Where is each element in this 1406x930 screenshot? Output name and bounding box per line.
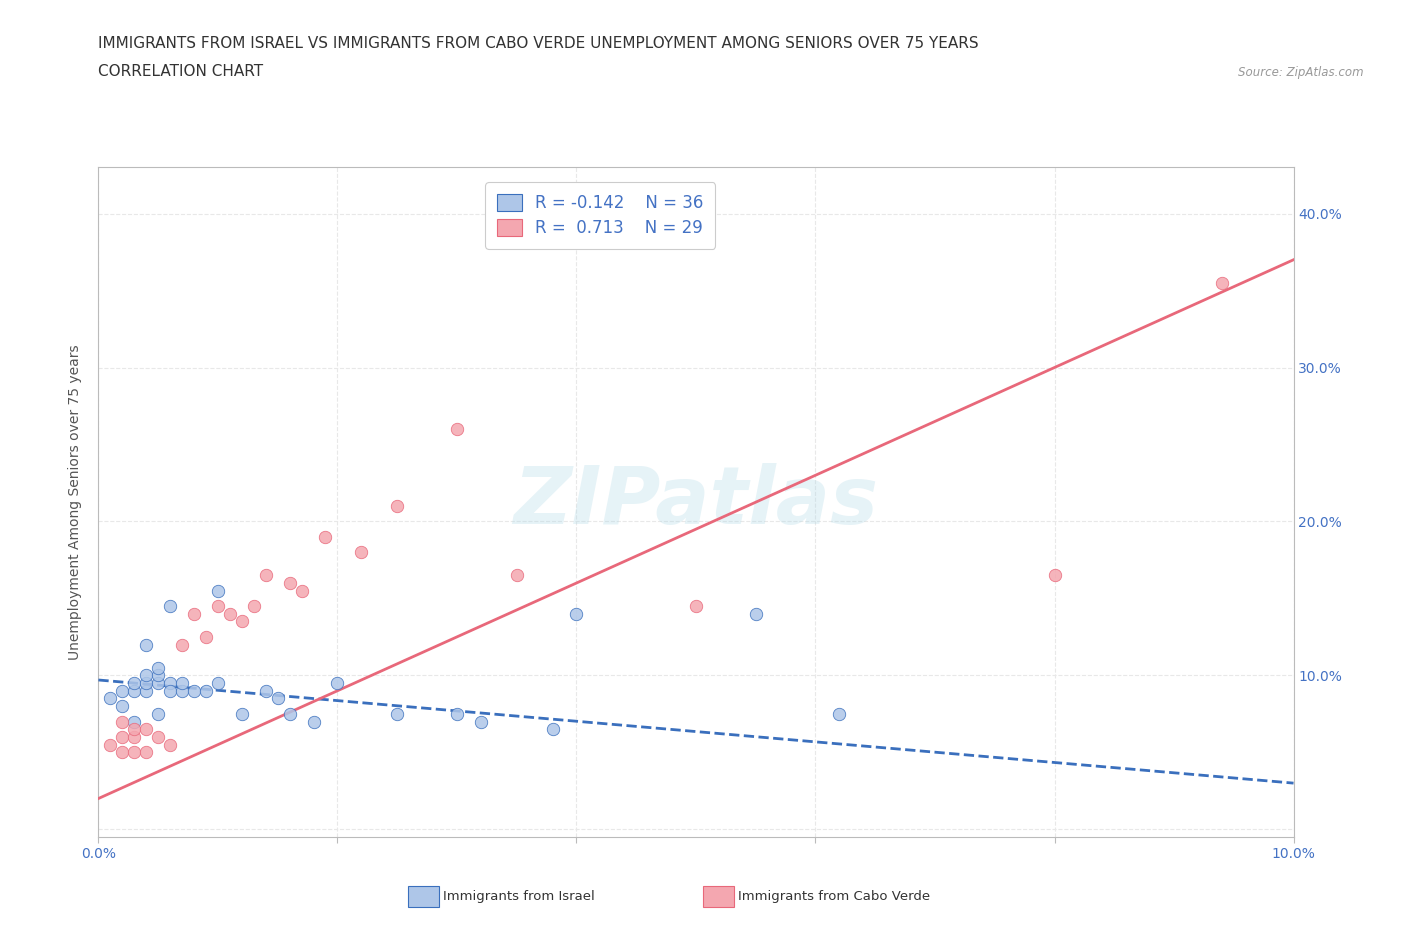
Point xyxy=(100,691,122,706)
Point xyxy=(506,568,529,583)
Point xyxy=(148,729,170,744)
Point xyxy=(172,637,194,652)
Point xyxy=(159,599,181,614)
Point xyxy=(124,745,146,760)
Text: CORRELATION CHART: CORRELATION CHART xyxy=(98,64,263,79)
Point xyxy=(685,599,707,614)
Point xyxy=(219,606,242,621)
Point xyxy=(745,606,768,621)
Point xyxy=(207,583,229,598)
Point xyxy=(326,675,349,690)
Legend: R = -0.142    N = 36, R =  0.713    N = 29: R = -0.142 N = 36, R = 0.713 N = 29 xyxy=(485,182,716,248)
Point xyxy=(124,722,146,737)
Point xyxy=(183,684,205,698)
Point xyxy=(267,691,290,706)
Point xyxy=(385,707,409,722)
Text: ZIPatlas: ZIPatlas xyxy=(513,463,879,541)
Point xyxy=(207,599,229,614)
Point xyxy=(111,684,134,698)
Point xyxy=(302,714,325,729)
Point xyxy=(254,684,277,698)
Point xyxy=(111,714,134,729)
Point xyxy=(159,684,181,698)
Point xyxy=(183,606,205,621)
Text: Source: ZipAtlas.com: Source: ZipAtlas.com xyxy=(1239,66,1364,79)
Point xyxy=(291,583,314,598)
Point xyxy=(565,606,588,621)
Point xyxy=(446,421,468,436)
Point xyxy=(828,707,851,722)
Point xyxy=(159,675,181,690)
Point xyxy=(124,714,146,729)
Point xyxy=(350,545,373,560)
Point xyxy=(195,684,218,698)
Point xyxy=(446,707,468,722)
Point xyxy=(385,498,409,513)
Point xyxy=(111,729,134,744)
Point xyxy=(172,684,194,698)
Point xyxy=(135,684,157,698)
Point xyxy=(1043,568,1066,583)
Point xyxy=(278,576,301,591)
Point xyxy=(135,637,157,652)
Point xyxy=(111,745,134,760)
Point xyxy=(124,684,146,698)
Point xyxy=(541,722,564,737)
Point xyxy=(315,529,337,544)
Y-axis label: Unemployment Among Seniors over 75 years: Unemployment Among Seniors over 75 years xyxy=(69,344,83,660)
Point xyxy=(135,668,157,683)
Point xyxy=(195,630,218,644)
Point xyxy=(243,599,266,614)
Point xyxy=(207,675,229,690)
Point xyxy=(254,568,277,583)
Text: Immigrants from Cabo Verde: Immigrants from Cabo Verde xyxy=(738,890,931,903)
Text: IMMIGRANTS FROM ISRAEL VS IMMIGRANTS FROM CABO VERDE UNEMPLOYMENT AMONG SENIORS : IMMIGRANTS FROM ISRAEL VS IMMIGRANTS FRO… xyxy=(98,36,979,51)
Point xyxy=(135,722,157,737)
Point xyxy=(148,675,170,690)
Point xyxy=(148,668,170,683)
Point xyxy=(172,675,194,690)
Point xyxy=(135,675,157,690)
Point xyxy=(278,707,301,722)
Point xyxy=(159,737,181,752)
Point xyxy=(124,675,146,690)
Point xyxy=(148,707,170,722)
Point xyxy=(231,707,253,722)
Point xyxy=(124,729,146,744)
Point xyxy=(135,745,157,760)
Point xyxy=(111,698,134,713)
Point xyxy=(470,714,492,729)
Point xyxy=(148,660,170,675)
Point xyxy=(1211,275,1233,290)
Text: Immigrants from Israel: Immigrants from Israel xyxy=(443,890,595,903)
Point xyxy=(100,737,122,752)
Point xyxy=(231,614,253,629)
